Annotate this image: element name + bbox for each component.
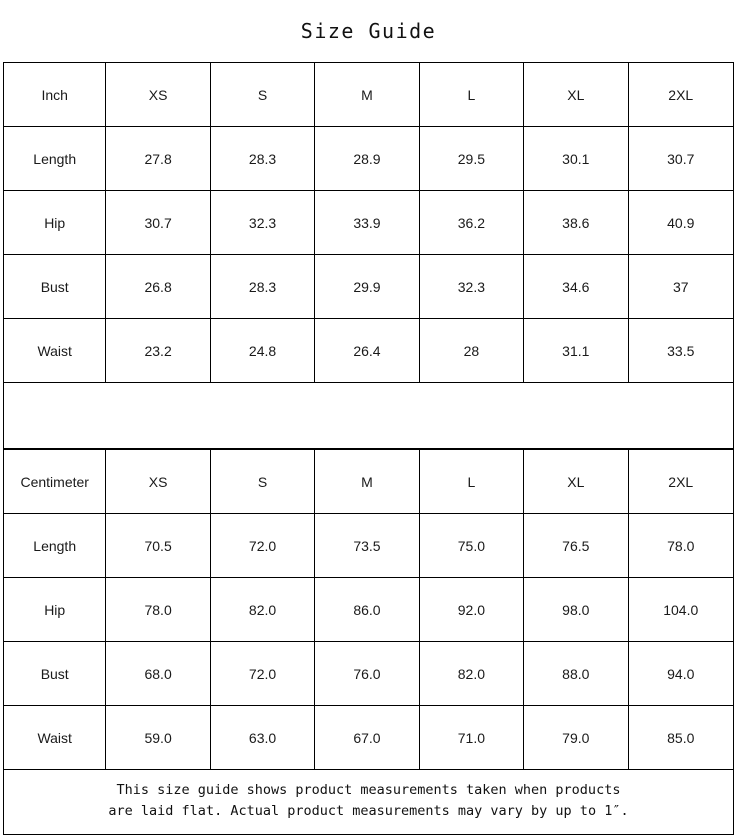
inch-waist-s: 24.8 — [209, 318, 316, 383]
cm-bust-m: 76.0 — [314, 641, 420, 706]
inch-waist-xs: 23.2 — [105, 318, 211, 383]
inch-bust-m: 29.9 — [314, 254, 420, 319]
inch-waist-m: 26.4 — [314, 318, 420, 383]
cm-hip-xs: 78.0 — [105, 577, 211, 642]
footer-note-line-1: This size guide shows product measuremen… — [116, 782, 621, 798]
inch-bust-xl: 34.6 — [523, 254, 629, 319]
cm-length-s: 72.0 — [209, 513, 316, 578]
cm-header-s: S — [209, 449, 316, 514]
table-row: Waist 59.0 63.0 67.0 71.0 79.0 85.0 — [2, 705, 735, 770]
inch-row-label-waist: Waist — [2, 318, 107, 383]
cm-unit-label: Centimeter — [2, 449, 107, 514]
cm-row-label-bust: Bust — [2, 641, 107, 706]
inch-size-table: Inch XS S M L XL 2XL Length 27.8 28.3 28… — [2, 62, 735, 383]
inch-hip-xl: 38.6 — [523, 190, 629, 255]
table-row: Bust 68.0 72.0 76.0 82.0 88.0 94.0 — [2, 641, 735, 706]
inch-unit-label: Inch — [2, 62, 107, 127]
inch-length-xl: 30.1 — [523, 126, 629, 191]
inch-waist-2xl: 33.5 — [627, 318, 735, 383]
cm-waist-l: 71.0 — [418, 705, 525, 770]
cm-header-row: Centimeter XS S M L XL 2XL — [2, 449, 735, 514]
cm-row-label-hip: Hip — [2, 577, 107, 642]
inch-header-xs: XS — [105, 62, 211, 127]
centimeter-size-table: Centimeter XS S M L XL 2XL Length 70.5 7… — [2, 449, 735, 770]
inch-bust-2xl: 37 — [627, 254, 735, 319]
page-title: Size Guide — [300, 19, 437, 43]
inch-length-l: 29.5 — [418, 126, 525, 191]
cm-header-m: M — [314, 449, 420, 514]
cm-row-label-length: Length — [2, 513, 107, 578]
inch-length-s: 28.3 — [209, 126, 316, 191]
inch-hip-l: 36.2 — [418, 190, 525, 255]
inch-row-label-length: Length — [2, 126, 107, 191]
cm-waist-s: 63.0 — [209, 705, 316, 770]
cm-length-l: 75.0 — [418, 513, 525, 578]
table-row: Length 70.5 72.0 73.5 75.0 76.5 78.0 — [2, 513, 735, 578]
cm-header-l: L — [418, 449, 525, 514]
cm-length-m: 73.5 — [314, 513, 420, 578]
footer-note: This size guide shows product measuremen… — [3, 770, 734, 835]
cm-waist-m: 67.0 — [314, 705, 420, 770]
inch-waist-xl: 31.1 — [523, 318, 629, 383]
cm-bust-l: 82.0 — [418, 641, 525, 706]
cm-bust-xl: 88.0 — [523, 641, 629, 706]
inch-hip-xs: 30.7 — [105, 190, 211, 255]
cm-hip-s: 82.0 — [209, 577, 316, 642]
cm-waist-xl: 79.0 — [523, 705, 629, 770]
table-row: Hip 78.0 82.0 86.0 92.0 98.0 104.0 — [2, 577, 735, 642]
inch-hip-s: 32.3 — [209, 190, 316, 255]
inch-header-m: M — [314, 62, 420, 127]
cm-length-xs: 70.5 — [105, 513, 211, 578]
cm-length-2xl: 78.0 — [627, 513, 735, 578]
inch-waist-l: 28 — [418, 318, 525, 383]
table-spacer-band — [3, 383, 734, 449]
cm-waist-xs: 59.0 — [105, 705, 211, 770]
table-row: Hip 30.7 32.3 33.9 36.2 38.6 40.9 — [2, 190, 735, 255]
inch-header-xl: XL — [523, 62, 629, 127]
cm-bust-s: 72.0 — [209, 641, 316, 706]
footer-note-line-2: are laid flat. Actual product measuremen… — [108, 803, 629, 819]
inch-hip-m: 33.9 — [314, 190, 420, 255]
inch-row-label-bust: Bust — [2, 254, 107, 319]
cm-row-label-waist: Waist — [2, 705, 107, 770]
table-row: Length 27.8 28.3 28.9 29.5 30.1 30.7 — [2, 126, 735, 191]
cm-header-2xl: 2XL — [627, 449, 735, 514]
cm-bust-xs: 68.0 — [105, 641, 211, 706]
inch-header-l: L — [418, 62, 525, 127]
inch-bust-xs: 26.8 — [105, 254, 211, 319]
inch-bust-s: 28.3 — [209, 254, 316, 319]
cm-hip-xl: 98.0 — [523, 577, 629, 642]
cm-hip-m: 86.0 — [314, 577, 420, 642]
inch-length-m: 28.9 — [314, 126, 420, 191]
cm-waist-2xl: 85.0 — [627, 705, 735, 770]
cm-bust-2xl: 94.0 — [627, 641, 735, 706]
inch-header-s: S — [209, 62, 316, 127]
cm-hip-2xl: 104.0 — [627, 577, 735, 642]
cm-length-xl: 76.5 — [523, 513, 629, 578]
inch-row-label-hip: Hip — [2, 190, 107, 255]
table-row: Bust 26.8 28.3 29.9 32.3 34.6 37 — [2, 254, 735, 319]
cm-header-xs: XS — [105, 449, 211, 514]
cm-hip-l: 92.0 — [418, 577, 525, 642]
inch-length-2xl: 30.7 — [627, 126, 735, 191]
inch-length-xs: 27.8 — [105, 126, 211, 191]
inch-header-2xl: 2XL — [627, 62, 735, 127]
inch-header-row: Inch XS S M L XL 2XL — [2, 62, 735, 127]
inch-hip-2xl: 40.9 — [627, 190, 735, 255]
table-row: Waist 23.2 24.8 26.4 28 31.1 33.5 — [2, 318, 735, 383]
title-bar: Size Guide — [3, 0, 734, 62]
cm-header-xl: XL — [523, 449, 629, 514]
inch-bust-l: 32.3 — [418, 254, 525, 319]
